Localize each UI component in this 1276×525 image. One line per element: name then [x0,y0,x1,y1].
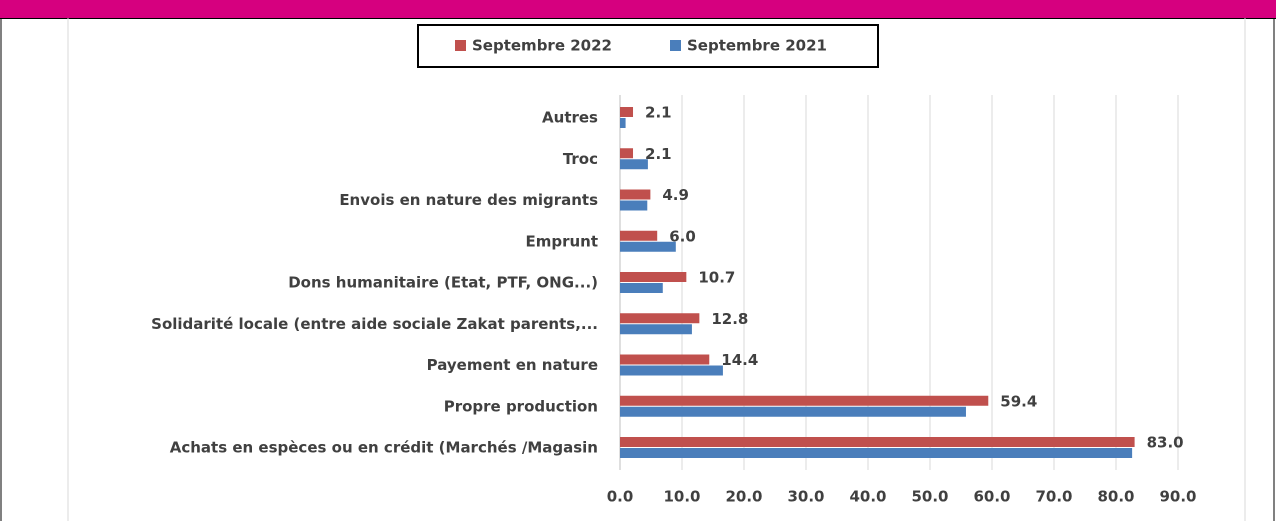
bar [620,107,634,117]
y-tick-label: Emprunt [525,232,598,250]
x-tick-label: 90.0 [1159,488,1196,506]
y-tick-label: Payement en nature [427,356,598,374]
bar [620,283,663,293]
x-tick-label: 70.0 [1035,488,1072,506]
y-tick-label: Achats en espèces ou en crédit (Marchés … [170,439,598,457]
data-label: 2.1 [645,145,672,163]
data-label: 10.7 [698,269,735,287]
data-label: 12.8 [711,310,748,328]
data-label: 59.4 [1000,392,1037,410]
data-label: 2.1 [645,104,672,122]
legend-swatch [670,40,681,51]
x-tick-label: 20.0 [725,488,762,506]
bar [620,241,676,252]
bar [620,365,723,376]
x-tick-label: 0.0 [607,488,634,506]
y-tick-label: Dons humanitaire (Etat, PTF, ONG...) [288,274,598,292]
y-tick-label: Envois en nature des migrants [339,191,598,209]
bar [620,437,1135,447]
data-label: 4.9 [662,186,689,204]
bar [620,148,634,159]
y-tick-label: Autres [542,109,598,127]
x-tick-label: 60.0 [973,488,1010,506]
y-tick-label: Propre production [444,397,598,415]
bar [620,189,651,200]
data-label: 14.4 [721,351,758,369]
bar [620,324,692,335]
bar [620,313,700,324]
bar [620,118,626,128]
bar [620,395,989,406]
bar [620,406,966,417]
legend-label: Septembre 2021 [687,37,827,55]
legend [417,24,879,68]
bar [620,448,1133,458]
bar [620,272,687,282]
legend-label: Septembre 2022 [472,37,612,55]
bar [620,354,710,365]
x-tick-label: 50.0 [911,488,948,506]
bar [620,200,648,211]
bar [620,230,658,241]
data-label: 6.0 [669,227,696,245]
legend-swatch [455,40,466,51]
x-tick-label: 80.0 [1097,488,1134,506]
header-band [0,0,1276,18]
x-tick-label: 40.0 [849,488,886,506]
data-label: 83.0 [1147,434,1184,452]
y-tick-label: Solidarité locale (entre aide sociale Za… [151,315,598,333]
x-tick-label: 10.0 [663,488,700,506]
x-tick-label: 30.0 [787,488,824,506]
y-tick-label: Troc [563,150,598,168]
bar [620,159,648,170]
